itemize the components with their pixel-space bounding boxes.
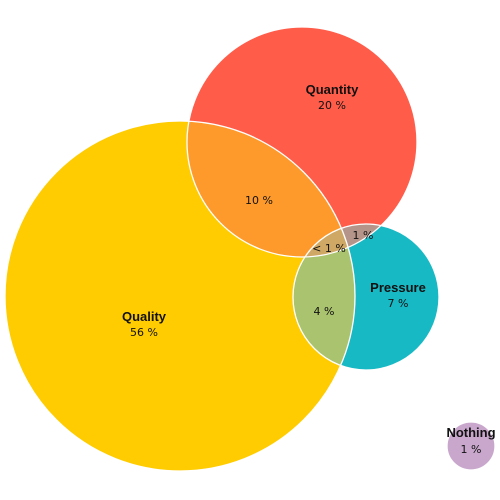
pressure-value-label: 7 % [388,297,409,310]
nothing-name-label: Nothing [446,425,495,440]
overlap-quality-quantity-label: 10 % [245,194,273,207]
quantity-name-label: Quantity [306,82,359,97]
nothing-circle [447,422,495,470]
quality-value-label: 56 % [130,326,158,339]
overlap-quantity-pressure-label: 1 % [353,229,374,242]
circle-outlines [4,26,496,472]
pressure-name-label: Pressure [370,280,426,295]
quantity-value-label: 20 % [318,99,346,112]
overlap-quality-pressure [293,224,355,370]
quality-name-label: Quality [122,309,167,324]
nothing-value-label: 1 % [461,443,482,456]
overlap-quality-pressure-label: 4 % [314,305,335,318]
overlap-quality-quantity-pressure-label: < 1 % [312,242,346,255]
